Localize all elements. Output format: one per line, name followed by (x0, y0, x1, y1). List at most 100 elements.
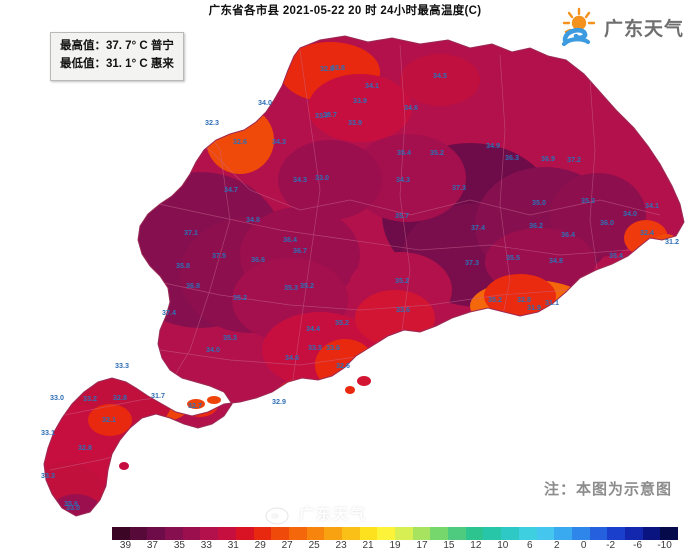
legend-tick: 31 (227, 540, 239, 551)
legend-tick: 25 (308, 540, 320, 551)
legend-tick: 2 (553, 540, 560, 551)
legend-tick-labels: 39 37 35 33 31 29 27 25 23 21 19 17 15 12 10 6 2 0 -2 -6 -10 (112, 540, 678, 551)
legend-tick: 37 (146, 540, 158, 551)
station-temperature-label: 34.9 (486, 141, 500, 150)
station-temperature-label: 36.8 (186, 281, 200, 290)
station-temperature-label: 33.7 (323, 110, 337, 119)
station-temperature-label: 31.1 (545, 298, 559, 307)
station-temperature-label: 35.4 (397, 148, 411, 157)
station-temperature-label: 34.3 (396, 175, 410, 184)
station-temperature-label: 34.3 (272, 137, 286, 146)
station-temperature-label: 35.0 (532, 198, 546, 207)
legend-tick: 17 (416, 540, 428, 551)
station-temperature-label: 34.0 (206, 345, 220, 354)
legend-swatch (147, 527, 166, 540)
legend-tick: 19 (389, 540, 401, 551)
station-temperature-label: 36.4 (283, 235, 297, 244)
legend-swatch (288, 527, 307, 540)
legend-swatch (165, 527, 183, 540)
legend-swatch (377, 527, 395, 540)
map-svg: 33.8 34.5 32.8 34.0 34.1 33.7 34.6 33.9 32.3 32.6… (41, 35, 685, 517)
legend-swatch (518, 527, 537, 540)
extremes-infobox: 最高值：37. 7° C 普宁 最低值：31. 1° C 惠来 (50, 32, 184, 81)
station-temperature-label: 34.1 (365, 81, 379, 90)
legend-swatch (253, 527, 272, 540)
station-temperature-label: 33.0 (315, 173, 329, 182)
station-temperature-label: 35.2 (300, 281, 314, 290)
legend-swatch (271, 527, 289, 540)
station-temperature-label: 35.3 (223, 333, 237, 342)
weather-logo-icon (557, 6, 599, 48)
max-value-line: 最高值：37. 7° C 普宁 (60, 40, 174, 52)
station-temperature-label: 34.8 (246, 215, 260, 224)
legend-swatch (395, 527, 413, 540)
station-temperature-label: 33.7 (315, 111, 329, 120)
station-labels: 33.8 34.5 32.8 34.0 34.1 33.7 34.6 33.9 32.3 32.6… (41, 63, 679, 512)
station-temperature-label: 36.4 (561, 230, 575, 239)
legend-swatch (660, 527, 678, 540)
station-temperature-label: 31.2 (665, 237, 679, 246)
station-temperature-label: 32.1 (102, 415, 116, 424)
station-temperature-label: 33.0 (66, 503, 80, 512)
legend-tick: 6 (526, 540, 533, 551)
station-temperature-label: 35.3 (581, 196, 595, 205)
legend-tick: 10 (497, 540, 509, 551)
station-temperature-label: 33.2 (83, 394, 97, 403)
legend-swatch (359, 527, 378, 540)
province-outline (43, 35, 685, 517)
station-temperature-label: 37.3 (452, 183, 466, 192)
station-temperature-label: 35.7 (395, 211, 409, 220)
page-title: 广东省各市县 2021-05-22 20 时 24小时最高温度(C) (208, 5, 482, 17)
station-temperature-label: 32.8 (78, 443, 92, 452)
station-temperature-label: 31.7 (151, 391, 165, 400)
station-temperature-label: 34.5 (433, 71, 447, 80)
station-temperature-label: 32.4 (640, 228, 654, 237)
legend-swatch (412, 527, 431, 540)
station-temperature-label: 36.7 (293, 246, 307, 255)
station-temperature-label: 36.0 (600, 218, 614, 227)
brand-logo: 广东天气 (557, 6, 684, 48)
station-temperature-label: 36.2 (529, 221, 543, 230)
legend-swatch (624, 527, 643, 540)
legend-tick: 33 (200, 540, 212, 551)
station-temperature-label: 33.3 (41, 471, 55, 480)
logo-label: 广东天气 (603, 18, 684, 40)
map-note: 注：本图为示意图 (543, 481, 672, 498)
station-temperature-label: 32.8 (113, 393, 127, 402)
station-temperature-label: 33.9 (348, 118, 362, 127)
legend-swatch (341, 527, 360, 540)
legend-swatch (430, 527, 449, 540)
legend-swatch (642, 527, 661, 540)
station-temperature-label: 32.7 (188, 401, 202, 410)
station-temperature-label: 32.8 (517, 295, 531, 304)
station-temperature-label: 31.9 (527, 303, 541, 312)
station-temperature-label: 36.9 (541, 154, 555, 163)
station-temperature-label: 32.6 (233, 137, 247, 146)
station-temperature-label: 33.6 (326, 343, 340, 352)
station-temperature-label: 33.1 (41, 428, 55, 437)
station-temperature-label: 32.9 (272, 397, 286, 406)
temperature-map: 33.8 34.5 32.8 34.0 34.1 33.7 34.6 33.9 32.3 32.6… (41, 35, 685, 517)
station-temperature-label: 35.2 (430, 148, 444, 157)
station-temperature-label: 34.6 (285, 353, 299, 362)
station-temperature-label: 35.3 (284, 283, 298, 292)
station-temperature-label: 33.0 (50, 393, 64, 402)
legend-tick: 39 (119, 540, 132, 551)
station-temperature-label: 35.5 (506, 253, 520, 262)
legend-tick: 21 (362, 540, 374, 551)
station-temperature-label: 35.2 (233, 293, 247, 302)
legend-swatch (501, 527, 519, 540)
legend-swatch (218, 527, 236, 540)
station-temperature-label: 34.8 (549, 256, 563, 265)
station-temperature-label: 35.8 (176, 261, 190, 270)
legend-swatch (306, 527, 325, 540)
legend-swatch (448, 527, 466, 540)
station-temperature-label: 34.0 (258, 98, 272, 107)
station-temperature-label: 32.3 (205, 118, 219, 127)
legend-colorbar (112, 527, 678, 540)
legend-swatch (483, 527, 502, 540)
station-temperature-label: 35.2 (335, 318, 349, 327)
station-temperature-label: 33.8 (331, 63, 345, 72)
legend-swatch (571, 527, 590, 540)
station-temperature-label: 33.5 (308, 343, 322, 352)
